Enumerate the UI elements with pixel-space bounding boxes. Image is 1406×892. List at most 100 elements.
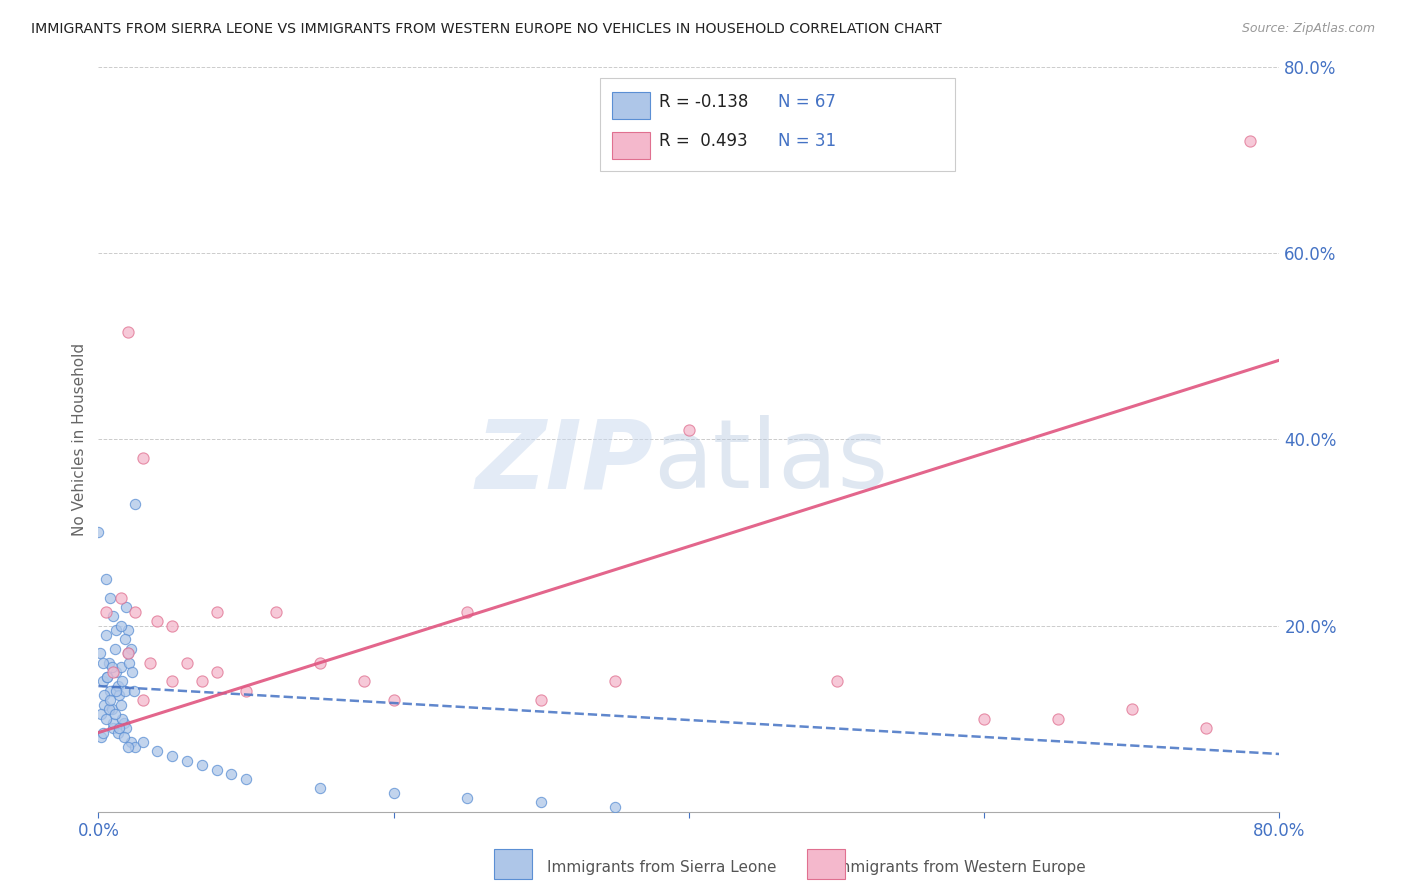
Point [121,665,143,679]
Point [93,698,115,712]
Point [90,706,112,721]
Point [94,605,117,619]
Point [1046,712,1070,726]
Point [91,656,114,670]
Point [94,628,117,642]
Point [309,781,332,796]
Point [678,423,700,437]
Point [162,748,183,763]
FancyBboxPatch shape [612,132,650,159]
Point [309,656,332,670]
FancyBboxPatch shape [612,92,650,119]
Point [973,712,995,726]
Text: atlas: atlas [654,415,889,508]
Point [94,712,117,726]
Point [98,683,121,698]
Point [132,693,155,707]
Point [105,683,128,698]
Point [191,674,214,689]
FancyBboxPatch shape [494,849,531,879]
Text: ZIP: ZIP [475,415,654,508]
Point [191,758,214,772]
Point [530,796,553,810]
Text: N = 67: N = 67 [778,93,835,111]
Point [100,702,122,716]
Point [457,790,479,805]
Point [104,641,127,656]
Point [176,754,198,768]
Point [117,623,139,637]
Point [110,698,132,712]
Point [107,679,129,693]
Point [139,656,162,670]
Point [103,716,125,731]
Point [105,665,128,679]
Point [118,656,141,670]
Point [162,618,183,632]
Point [117,739,139,754]
Point [114,683,136,698]
Text: Immigrants from Sierra Leone: Immigrants from Sierra Leone [547,860,776,875]
Point [117,647,139,661]
Point [264,605,287,619]
Point [90,730,112,744]
Point [110,618,132,632]
Point [132,735,155,749]
Text: R =  0.493: R = 0.493 [659,132,748,151]
Point [117,325,139,339]
Point [103,609,125,624]
Point [103,665,125,679]
Point [104,706,127,721]
Point [176,656,198,670]
Point [111,674,134,689]
Point [97,656,120,670]
Point [353,674,375,689]
Point [205,763,228,777]
Point [96,670,118,684]
Y-axis label: No Vehicles in Household: No Vehicles in Household [72,343,87,536]
Point [105,623,128,637]
FancyBboxPatch shape [600,78,955,171]
Point [120,641,142,656]
Point [107,725,129,739]
Text: Immigrants from Western Europe: Immigrants from Western Europe [831,860,1085,875]
Point [235,683,257,698]
Point [530,693,553,707]
Point [124,739,146,754]
Point [87,525,110,540]
Point [115,721,138,735]
FancyBboxPatch shape [807,849,845,879]
Point [91,674,114,689]
Point [112,730,135,744]
Point [605,800,627,814]
Point [112,716,135,731]
Text: IMMIGRANTS FROM SIERRA LEONE VS IMMIGRANTS FROM WESTERN EUROPE NO VEHICLES IN HO: IMMIGRANTS FROM SIERRA LEONE VS IMMIGRAN… [31,22,942,37]
Point [457,605,479,619]
Point [98,591,121,605]
Point [96,670,118,684]
Point [103,721,125,735]
Point [98,693,121,707]
Point [94,572,117,586]
Point [205,605,228,619]
Point [162,674,183,689]
Point [110,660,132,674]
Point [382,693,405,707]
Point [221,767,243,781]
Point [114,632,136,647]
Point [93,689,115,703]
Point [89,647,111,661]
Point [108,721,131,735]
Point [382,786,405,800]
Point [117,647,139,661]
Point [97,702,120,716]
Point [1121,702,1143,716]
Point [146,744,169,758]
Point [91,725,114,739]
Point [124,605,146,619]
Text: R = -0.138: R = -0.138 [659,93,749,111]
Point [205,665,228,679]
Point [605,674,627,689]
Point [1239,134,1261,148]
Point [122,683,145,698]
